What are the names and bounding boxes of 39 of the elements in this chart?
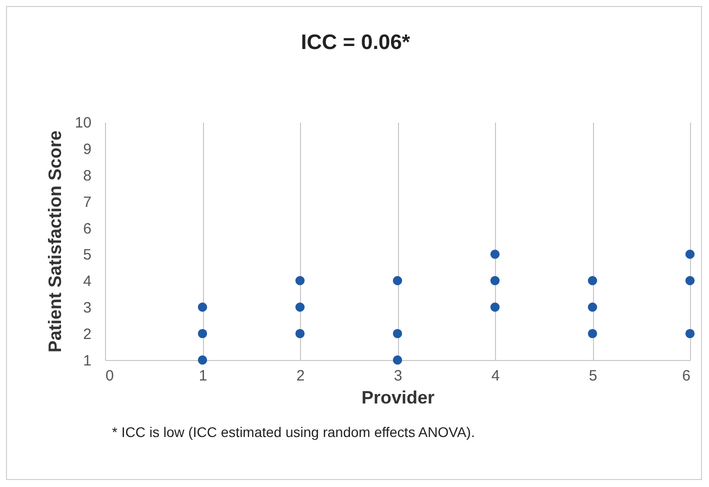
point — [490, 276, 500, 286]
y-tick-label: 6 — [83, 220, 92, 238]
point — [198, 302, 208, 312]
point — [392, 276, 402, 286]
point — [490, 302, 500, 312]
y-tick-label: 5 — [83, 246, 92, 264]
y-tick-label: 7 — [83, 194, 92, 211]
x-tick-label: 5 — [588, 368, 598, 384]
y-tick-label: 1 — [83, 352, 92, 370]
chart-title: ICC = 0.06* — [300, 31, 411, 54]
y-tick-label: 2 — [83, 326, 92, 344]
point — [588, 302, 598, 312]
point — [490, 250, 500, 259]
x-tick-label: 2 — [296, 368, 305, 384]
x-tick-label: 0 — [106, 368, 114, 384]
y-tick-label: 4 — [83, 273, 92, 290]
y-axis-title: Patient Satisfaction Score — [44, 130, 65, 353]
point — [295, 328, 305, 338]
text: * ICC is low (ICC estimated using random effects ANOVA). — [112, 424, 475, 440]
point — [392, 355, 402, 365]
point — [685, 328, 695, 338]
y-tick-label: 8 — [83, 167, 92, 184]
point — [198, 328, 208, 338]
point — [588, 276, 598, 286]
x-tick-label: 6 — [682, 368, 690, 384]
y-tick-label: 10 — [74, 114, 92, 132]
x-axis-title: Provider — [361, 388, 435, 408]
point — [588, 328, 598, 338]
point — [295, 276, 305, 286]
point — [685, 250, 695, 259]
point — [295, 302, 305, 312]
x-tick-label: 3 — [394, 368, 402, 384]
point — [198, 355, 208, 365]
x-tick-label: 4 — [491, 368, 500, 384]
point — [392, 328, 402, 338]
y-tick-label: 9 — [83, 140, 92, 158]
x-tick-label: 1 — [198, 368, 208, 384]
y-tick-label: 3 — [83, 300, 92, 317]
point — [685, 276, 695, 286]
